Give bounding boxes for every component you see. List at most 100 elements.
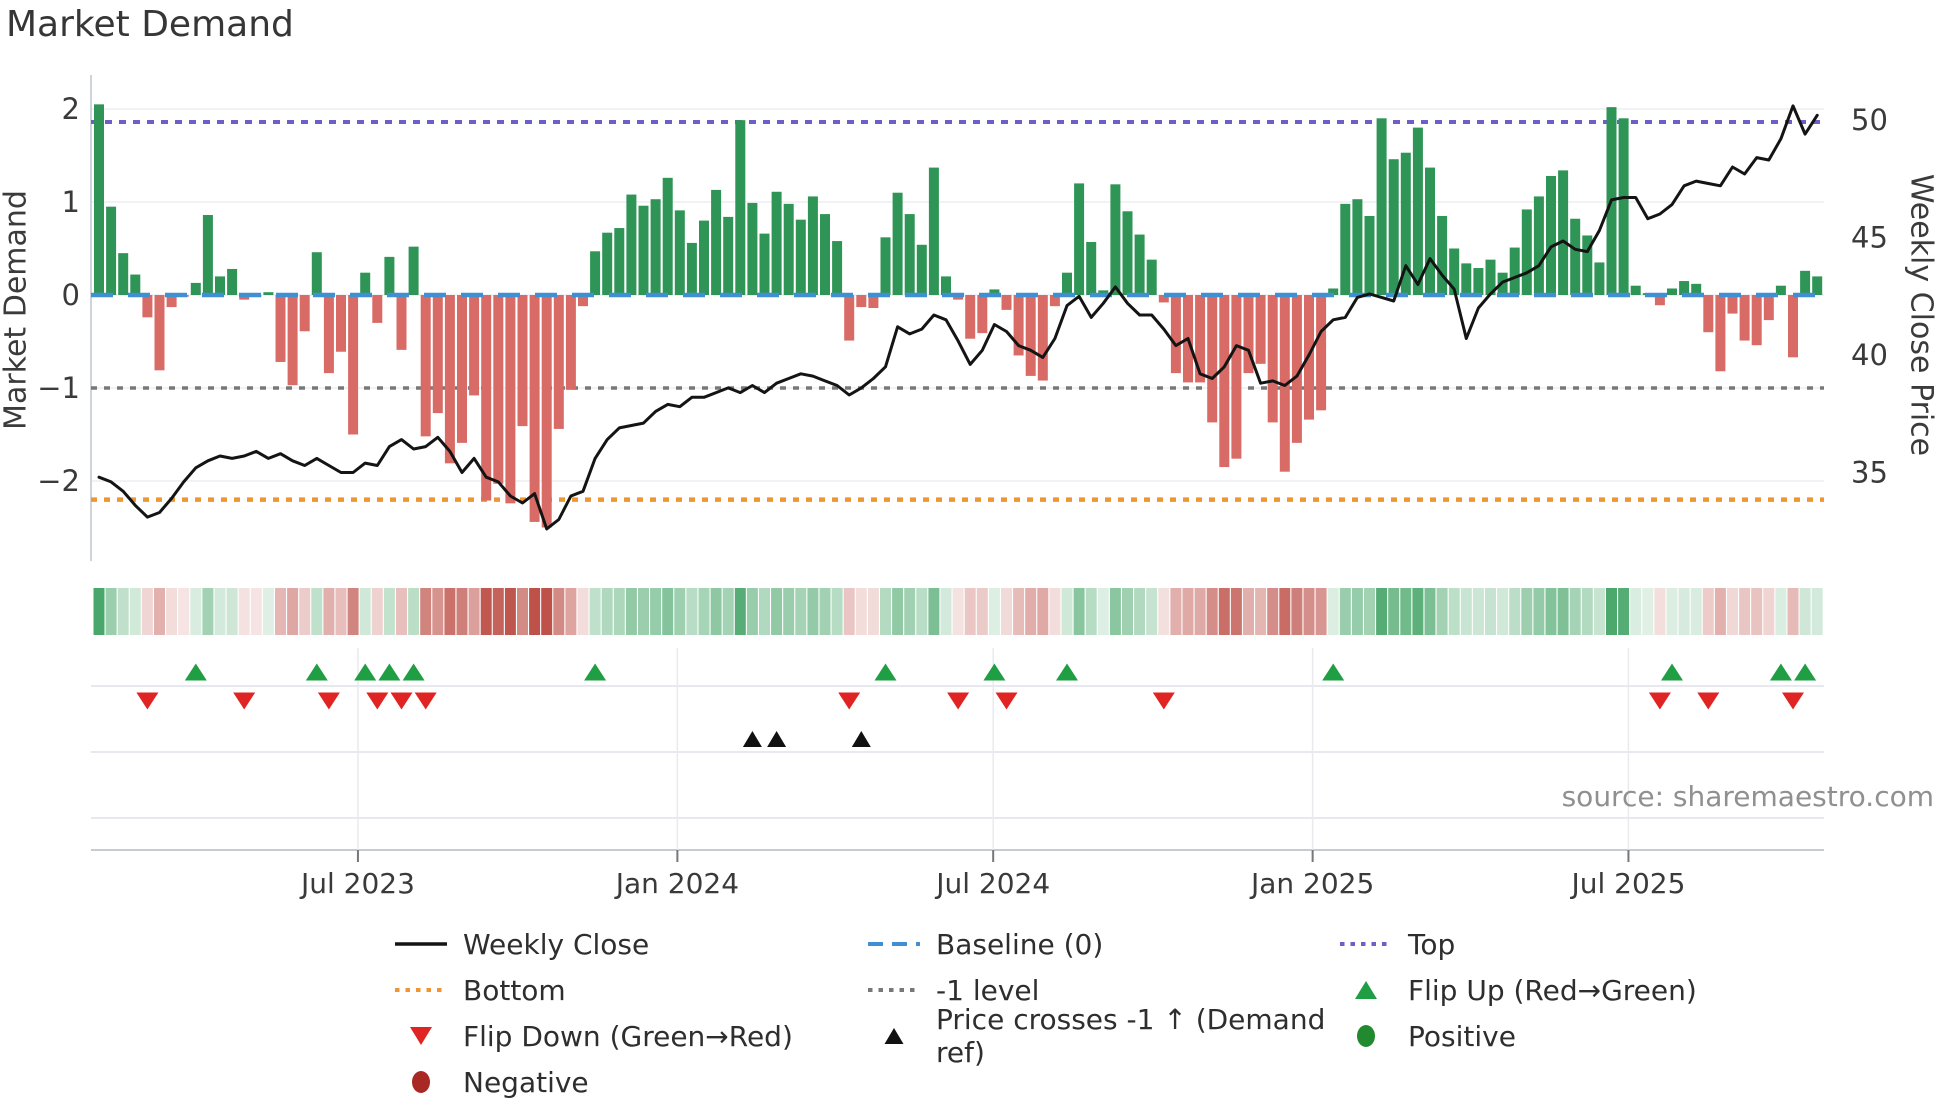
demand-bar <box>565 295 576 390</box>
flip-up-marker <box>305 663 328 681</box>
heatmap-cell <box>1618 588 1630 635</box>
demand-bar <box>916 244 927 295</box>
price-line <box>97 104 1819 531</box>
heatmap-cell <box>1303 588 1315 635</box>
heatmap-cell <box>262 588 274 635</box>
demand-bar <box>1062 272 1072 295</box>
heatmap-cell <box>1811 588 1823 635</box>
demand-bar <box>1376 118 1387 295</box>
heatmap-cell <box>988 588 1000 635</box>
flip-up-marker <box>184 663 207 681</box>
svg-text:45: 45 <box>1851 221 1888 255</box>
demand-bar <box>783 203 794 295</box>
heatmap-cell <box>855 588 867 635</box>
heatmap-cell <box>553 588 565 635</box>
heatmap-cell <box>1593 588 1605 635</box>
demand-bar <box>1352 199 1363 295</box>
heatmap-cell <box>93 588 105 635</box>
svg-text:Jan 2024: Jan 2024 <box>614 867 739 900</box>
heatmap-cell <box>1013 588 1025 635</box>
flip-up-marker <box>584 663 607 681</box>
heatmap-cell <box>710 588 722 635</box>
svg-text:Jul 2025: Jul 2025 <box>1569 867 1685 900</box>
demand-bar <box>650 199 661 295</box>
heatmap-cell <box>746 588 758 635</box>
demand-bar <box>1812 276 1823 295</box>
flip-up-triangle-icon <box>1338 975 1394 1005</box>
heatmap-cell <box>1194 588 1206 635</box>
demand-bar <box>1025 295 1036 376</box>
heatmap-cell <box>1206 588 1218 635</box>
demand-bar <box>457 295 467 443</box>
heatmap-cell <box>867 588 879 635</box>
svg-text:35: 35 <box>1851 456 1888 490</box>
demand-bar <box>1667 288 1677 295</box>
legend-label: Baseline (0) <box>936 927 1104 961</box>
demand-bar <box>892 192 903 295</box>
heatmap-cell <box>843 588 855 635</box>
heatmap-cell <box>1255 588 1267 635</box>
demand-bar <box>614 228 625 295</box>
demand-bar <box>1134 234 1145 295</box>
price-cross-marker <box>742 731 762 747</box>
demand-bar <box>747 202 758 295</box>
heatmap-cell <box>504 588 516 635</box>
heatmap-cell <box>1569 588 1581 635</box>
heatmap-cell <box>1678 588 1690 635</box>
heatmap-cell <box>1073 588 1085 635</box>
heatmap-cell <box>1727 588 1738 635</box>
demand-bar <box>735 120 746 295</box>
heatmap-cell <box>517 588 528 635</box>
demand-bar <box>1267 295 1278 423</box>
heatmap-cell <box>1460 588 1472 635</box>
heatmap-cell <box>1291 588 1303 635</box>
baseline-dash-icon <box>866 929 922 959</box>
demand-bar <box>1146 259 1157 295</box>
svg-text:Jul 2024: Jul 2024 <box>934 867 1050 900</box>
minus-one-dotted-icon <box>866 975 922 1005</box>
legend-label: Positive <box>1408 1019 1516 1053</box>
page-title: Market Demand <box>6 4 294 45</box>
heatmap-cell <box>940 588 952 635</box>
heatmap-cell <box>432 588 444 635</box>
heatmap-cell <box>166 588 178 635</box>
heatmap-cell <box>1061 588 1073 635</box>
demand-bar <box>1170 295 1181 374</box>
demand-bar <box>795 219 806 295</box>
demand-bar <box>953 295 964 300</box>
demand-bar <box>1243 295 1254 374</box>
heatmap-cell <box>1702 588 1714 635</box>
weekly-close-line <box>97 104 1819 531</box>
flip-up-marker <box>354 663 377 681</box>
heatmap-cell <box>916 588 928 635</box>
heatmap-cell <box>1327 588 1339 635</box>
demand-bar <box>432 295 443 414</box>
demand-bar <box>1400 152 1411 295</box>
demand-bar <box>880 237 891 295</box>
heatmap-cell <box>1025 588 1037 635</box>
svg-text:40: 40 <box>1851 338 1888 372</box>
flip-up-markers <box>184 663 1817 681</box>
demand-bar <box>1775 285 1786 295</box>
demand-bar <box>1074 183 1085 295</box>
heatmap-cell <box>771 588 783 635</box>
flip-down-marker <box>1648 692 1671 710</box>
heatmap-cell <box>601 588 613 635</box>
heatmap-cell <box>880 588 891 635</box>
svg-text:−2: −2 <box>37 464 80 498</box>
heatmap-cell <box>1606 588 1617 635</box>
heatmap-cell <box>831 588 843 635</box>
demand-bar <box>106 206 117 295</box>
legend-item-price-cross: Price crosses -1 ↑ (Demand ref) <box>866 1003 1338 1069</box>
demand-bar <box>336 295 346 352</box>
heatmap-cell <box>1424 588 1436 635</box>
heatmap-cell <box>226 588 238 635</box>
heatmap-cell <box>1787 588 1799 635</box>
demand-bar <box>444 295 455 464</box>
heatmap-cell <box>1714 588 1726 635</box>
flip-down-marker <box>838 692 861 710</box>
demand-bar <box>263 292 274 295</box>
heatmap-cell <box>1182 588 1194 635</box>
heatmap-cell <box>1690 588 1702 635</box>
heatmap-cell <box>1630 588 1642 635</box>
